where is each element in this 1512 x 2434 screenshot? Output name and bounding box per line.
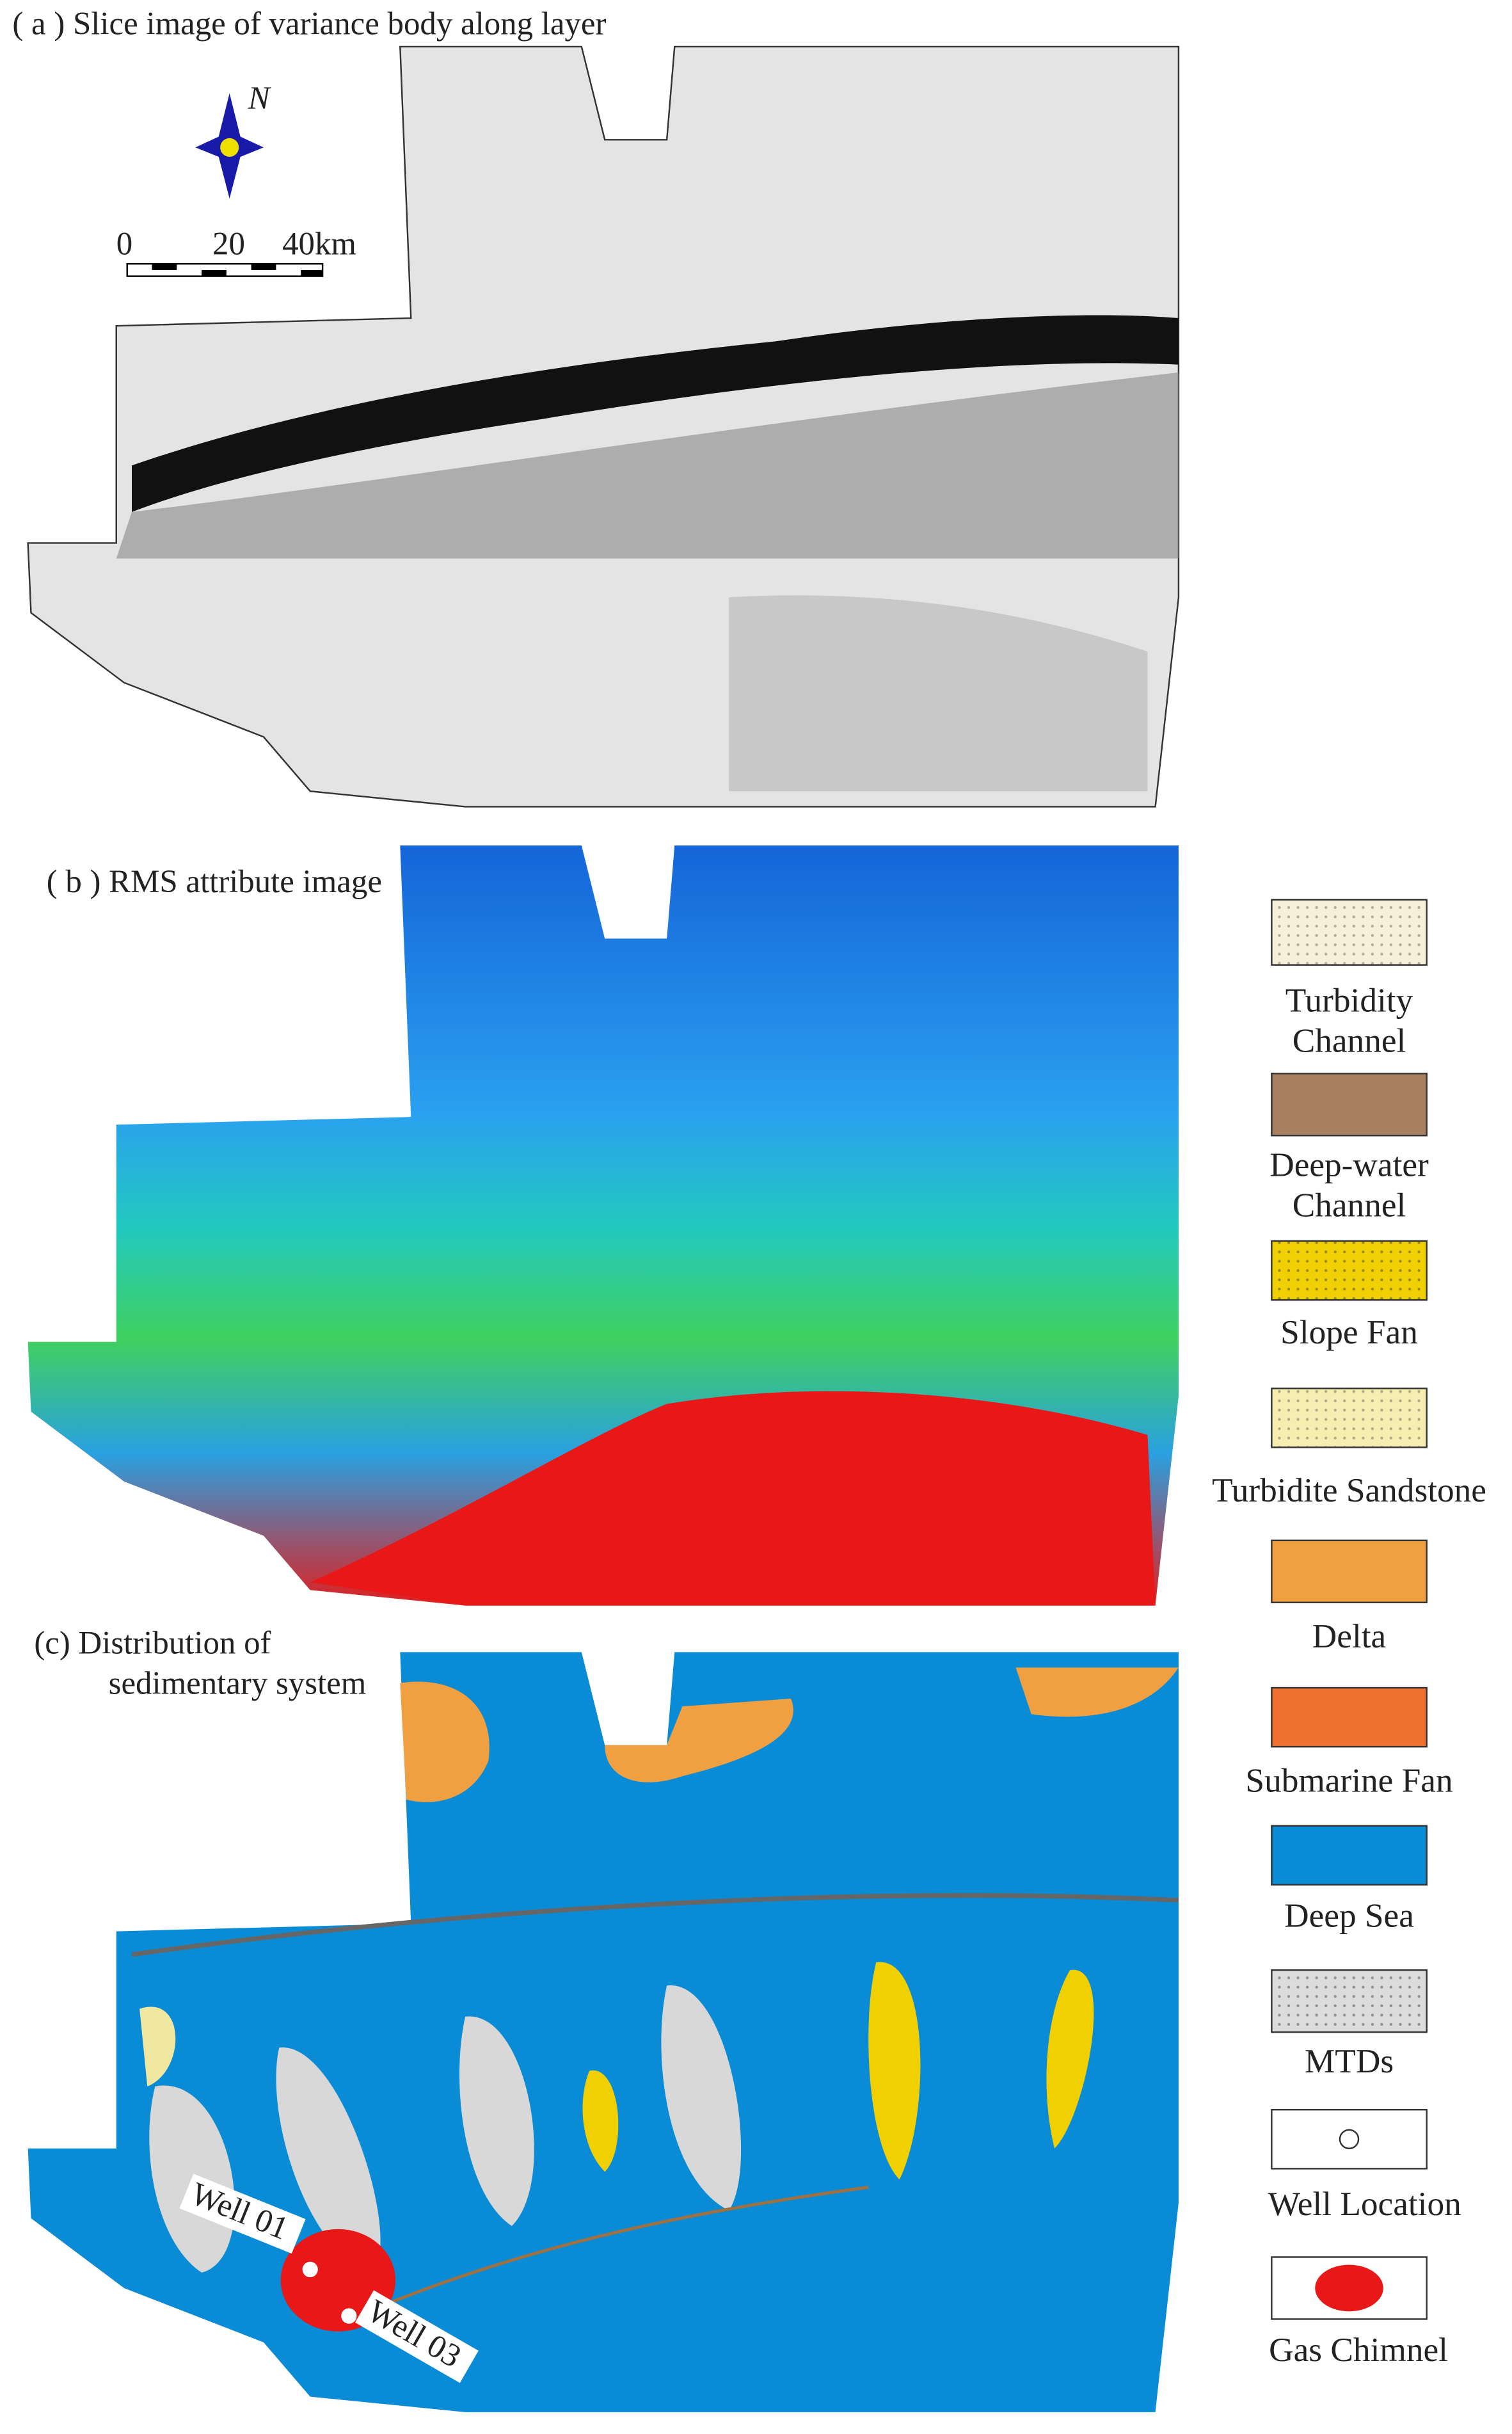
sedimentary-map (28, 1652, 1179, 2412)
legend-label: Turbidite Sandstone (1212, 1471, 1486, 1509)
legend-label: MTDs (1305, 2042, 1394, 2080)
panel-title: ( a ) Slice image of variance body along… (12, 6, 606, 42)
scale-label: 40km (282, 227, 356, 262)
legend-label: Channel (1293, 1021, 1406, 1059)
legend-label: Submarine Fan (1245, 1761, 1452, 1799)
legend-label: Delta (1312, 1617, 1386, 1655)
panel-title: (c) Distribution of (34, 1626, 271, 1661)
legend-label: Channel (1293, 1185, 1406, 1224)
legend-label: Gas Chimnel (1269, 2330, 1448, 2369)
scale-label: 0 (116, 227, 132, 262)
legend-label: Turbidity (1285, 981, 1413, 1019)
variance-map (27, 45, 1180, 808)
scale-bar: 0 20 40km (116, 227, 356, 277)
legend-label: Slope Fan (1280, 1313, 1418, 1351)
legend-label: Deep-water (1269, 1145, 1429, 1183)
legend: Turbidity Channel Deep-water Channel Slo… (1212, 899, 1486, 2369)
north-arrow: N (195, 81, 272, 199)
legend-label: Well Location (1268, 2184, 1461, 2223)
rms-map (28, 845, 1179, 1606)
panel-title: ( b ) RMS attribute image (47, 864, 382, 900)
legend-label: Deep Sea (1284, 1896, 1414, 1934)
scale-label: 20 (212, 227, 245, 262)
panel-title: sedimentary system (109, 1666, 367, 1702)
north-label: N (248, 81, 272, 116)
